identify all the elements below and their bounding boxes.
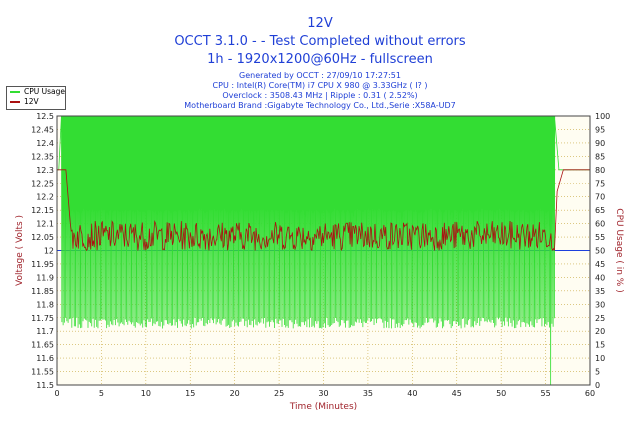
legend-label-cpu: CPU Usage [24,87,66,96]
x-tick-label: 60 [585,389,595,398]
x-tick-labels: 0 5 10 15 20 25 30 35 40 45 50 55 60 [54,389,595,398]
y2-tick-label: 35 [595,287,605,296]
chart-title: 12V [307,16,333,31]
y-tick-label: 11.65 [31,341,54,350]
y2-axis-title: CPU Usage ( in % ) [614,208,624,292]
y2-tick-label: 55 [595,233,605,242]
y2-tick-label: 75 [595,179,605,188]
x-tick-label: 10 [141,389,151,398]
legend-item-voltage: 12V [7,97,65,107]
x-tick-label: 35 [363,389,373,398]
y2-tick-label: 45 [595,260,605,269]
y-tick-label: 12.35 [31,152,54,161]
x-tick-label: 5 [99,389,104,398]
x-tick-label: 40 [407,389,417,398]
y2-tick-label: 80 [595,166,605,175]
x-tick-label: 45 [452,389,462,398]
y-tick-label: 11.5 [36,381,54,390]
legend-swatch-voltage [10,101,20,103]
y-tick-label: 12.15 [31,206,54,215]
legend-swatch-cpu [10,91,20,93]
info-generated: Generated by OCCT : 27/09/10 17:27:51 [239,71,401,80]
y2-tick-label: 90 [595,139,605,148]
y2-tick-label: 95 [595,125,605,134]
x-tick-label: 55 [540,389,550,398]
legend-label-voltage: 12V [24,97,39,106]
y-tick-label: 12.25 [31,179,54,188]
x-tick-label: 0 [54,389,59,398]
y2-tick-label: 50 [595,247,605,256]
y-tick-label: 12.4 [36,139,54,148]
y-tick-labels: 11.5 11.55 11.6 11.65 11.7 11.75 11.8 11.85 11.9… [31,112,54,390]
legend: CPU Usage 12V [6,86,66,110]
y2-tick-label: 25 [595,314,605,323]
y-tick-label: 12.2 [36,193,54,202]
legend-item-cpu: CPU Usage [7,87,65,97]
y2-tick-label: 10 [595,354,605,363]
y2-tick-label: 100 [595,112,610,121]
y-tick-label: 11.95 [31,260,54,269]
y-tick-label: 11.85 [31,287,54,296]
chart-resolution: 1h - 1920x1200@60Hz - fullscreen [207,52,433,67]
x-tick-label: 20 [230,389,240,398]
y2-tick-label: 20 [595,327,605,336]
y-tick-label: 12.3 [36,166,54,175]
y2-tick-label: 30 [595,300,605,309]
y-tick-label: 12 [44,247,54,256]
y2-tick-label: 15 [595,341,605,350]
x-tick-label: 30 [318,389,328,398]
chart-subtitle: OCCT 3.1.0 - - Test Completed without er… [174,34,466,49]
info-overclock: Overclock : 3508.43 MHz | Ripple : 0.31 … [222,91,418,100]
info-motherboard: Motherboard Brand :Gigabyte Technology C… [184,101,456,110]
y-tick-label: 12.1 [36,220,54,229]
voltage-line [57,169,590,252]
y2-tick-labels: 0 5 10 15 20 25 30 35 40 45 50 55 60 65 70 75 80 85 90 95 10… [595,112,610,390]
plot-frame [56,115,591,386]
y-tick-label: 11.8 [36,300,54,309]
voltage-series [57,169,590,252]
y-tick-label: 11.9 [36,273,54,282]
y-tick-label: 11.75 [31,314,54,323]
x-axis-title: Time (Minutes) [289,402,357,412]
y2-tick-label: 5 [595,368,600,377]
x-tick-label: 25 [274,389,284,398]
y-tick-label: 11.7 [36,327,54,336]
y-tick-label: 12.5 [36,112,54,121]
y-tick-label: 11.55 [31,368,54,377]
y2-tick-label: 60 [595,220,605,229]
y2-tick-label: 70 [595,193,605,202]
y2-tick-label: 85 [595,152,605,161]
y-tick-label: 12.45 [31,125,54,134]
y-tick-label: 12.05 [31,233,54,242]
y2-tick-label: 0 [595,381,600,390]
system-info: Generated by OCCT : 27/09/10 17:27:51 CP… [0,71,640,111]
y2-tick-label: 65 [595,206,605,215]
y-axis-title: Voltage ( Volts ) [15,215,25,286]
y2-tick-label: 40 [595,273,605,282]
info-cpu: CPU : Intel(R) Core(TM) i7 CPU X 980 @ 3… [212,81,428,90]
y-tick-label: 11.6 [36,354,54,363]
x-tick-label: 15 [185,389,195,398]
x-tick-label: 50 [496,389,506,398]
